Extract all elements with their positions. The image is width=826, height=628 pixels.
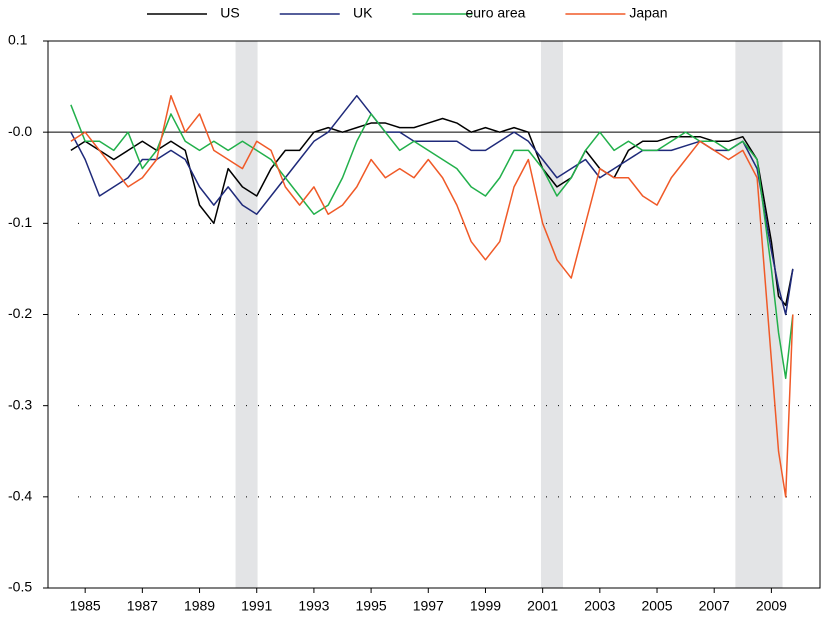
plot-frame [47, 40, 821, 589]
x-tick-label: 1997 [413, 598, 444, 614]
legend-label: Japan [629, 5, 667, 21]
legend-label: US [220, 5, 239, 21]
x-tick-label: 1985 [70, 598, 101, 614]
legend-label: UK [353, 5, 373, 21]
y-tick-label: -0.3 [8, 396, 32, 412]
shaded-period [735, 41, 783, 588]
x-tick-label: 1991 [241, 598, 272, 614]
x-tick-label: 2007 [699, 598, 730, 614]
x-tick-label: 2003 [584, 598, 615, 614]
x-tick-label: 2009 [756, 598, 787, 614]
x-tick-label: 1995 [356, 598, 387, 614]
y-tick-label: -0.4 [8, 488, 32, 504]
x-tick-label: 1987 [127, 598, 158, 614]
y-tick-label: -0.5 [8, 579, 32, 595]
series-line [70, 94, 794, 316]
x-tick-label: 2001 [527, 598, 558, 614]
series-line [70, 94, 794, 498]
y-tick-label: 0.1 [8, 32, 28, 48]
y-tick-label: -0.1 [8, 214, 32, 230]
x-tick-label: 1999 [470, 598, 501, 614]
x-tick-label: 1989 [184, 598, 215, 614]
shaded-period [540, 41, 563, 588]
y-tick-label: -0.0 [8, 123, 32, 139]
x-tick-label: 1993 [298, 598, 329, 614]
legend-label: euro area [465, 5, 525, 21]
series-line [70, 104, 794, 380]
y-tick-label: -0.2 [8, 305, 32, 321]
x-tick-label: 2005 [641, 598, 672, 614]
series-line [70, 117, 794, 307]
